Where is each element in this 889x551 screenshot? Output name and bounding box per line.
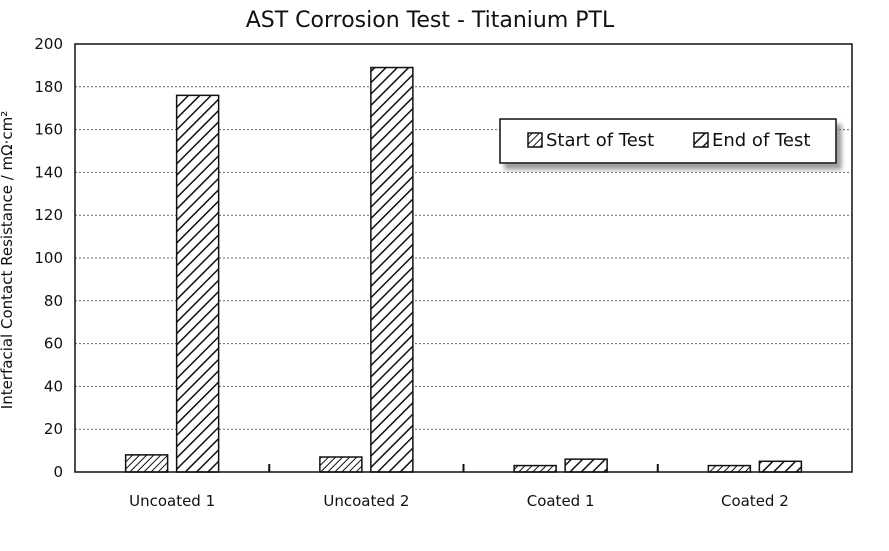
x-category-label: Uncoated 1 bbox=[129, 492, 215, 510]
y-tick-label: 0 bbox=[53, 463, 63, 481]
y-tick-label: 40 bbox=[44, 377, 63, 395]
bar-end-3 bbox=[759, 461, 801, 472]
bar-end-1 bbox=[371, 68, 413, 472]
y-tick-label: 200 bbox=[34, 35, 63, 53]
y-tick-label: 140 bbox=[34, 163, 63, 181]
y-tick-label: 80 bbox=[44, 292, 63, 310]
y-axis-label: Interfacial Contact Resistance / mΩ·cm² bbox=[0, 111, 16, 409]
legend-swatch-end bbox=[694, 133, 708, 147]
x-category-label: Uncoated 2 bbox=[323, 492, 409, 510]
legend: Start of Test End of Test bbox=[500, 119, 836, 163]
legend-swatch-start bbox=[528, 133, 542, 147]
y-tick-label: 60 bbox=[44, 335, 63, 353]
bar-end-0 bbox=[177, 95, 219, 472]
y-tick-label: 20 bbox=[44, 420, 63, 438]
legend-label-start: Start of Test bbox=[546, 130, 654, 151]
y-tick-label: 180 bbox=[34, 78, 63, 96]
category-labels: Uncoated 1 Uncoated 2 Coated 1 Coated 2 bbox=[129, 492, 789, 510]
y-tick-label: 120 bbox=[34, 206, 63, 224]
y-tick-label: 100 bbox=[34, 249, 63, 267]
x-category-label: Coated 2 bbox=[721, 492, 789, 510]
x-category-label: Coated 1 bbox=[527, 492, 595, 510]
bar-start-1 bbox=[320, 457, 362, 472]
legend-label-end: End of Test bbox=[712, 130, 810, 151]
y-tick-labels: 0 20 40 60 80 100 120 140 160 180 200 bbox=[34, 35, 63, 481]
bar-start-0 bbox=[126, 455, 168, 472]
bar-start-2 bbox=[514, 466, 556, 472]
y-tick-label: 160 bbox=[34, 121, 63, 139]
bar-start-3 bbox=[708, 466, 750, 472]
chart-title: AST Corrosion Test - Titanium PTL bbox=[246, 8, 615, 33]
bar-end-2 bbox=[565, 459, 607, 472]
